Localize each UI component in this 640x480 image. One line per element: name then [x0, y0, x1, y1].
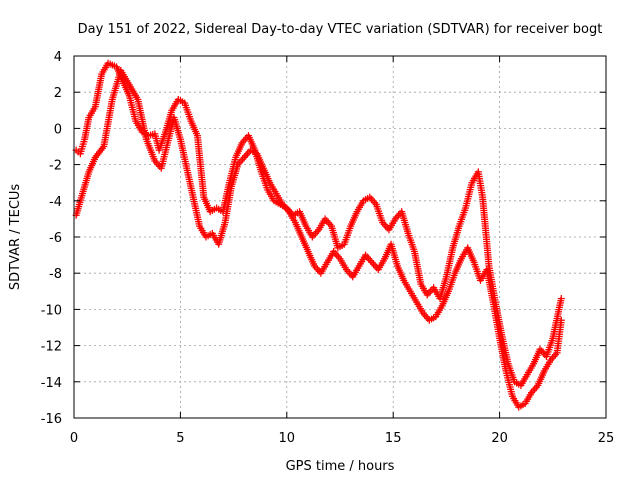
y-tick-label: -10 [41, 303, 62, 318]
x-tick-label: 20 [491, 431, 508, 446]
x-tick-label: 5 [176, 431, 184, 446]
data-point [557, 295, 565, 303]
y-tick-label: 0 [54, 122, 62, 137]
x-tick-label: 15 [385, 431, 402, 446]
marks-layer [72, 59, 565, 411]
y-tick-label: -12 [41, 340, 62, 355]
x-tick-label: 0 [70, 431, 78, 446]
y-axis-title: SDTVAR / TECUs [8, 184, 23, 291]
y-tick-label: 2 [54, 86, 62, 101]
x-tick-label: 25 [598, 431, 615, 446]
x-axis-title: GPS time / hours [286, 459, 395, 474]
y-tick-label: -16 [41, 412, 62, 427]
grid-layer [74, 56, 606, 418]
x-tick-label: 10 [279, 431, 296, 446]
y-tick-label: -6 [49, 231, 62, 246]
y-tick-label: -8 [49, 267, 62, 282]
chart-title: Day 151 of 2022, Sidereal Day-to-day VTE… [78, 22, 603, 37]
y-tick-label: 4 [54, 50, 62, 65]
y-tick-label: -4 [49, 195, 62, 210]
y-tick-label: -14 [41, 376, 62, 391]
y-tick-label: -2 [49, 159, 62, 174]
data-point [557, 316, 565, 324]
